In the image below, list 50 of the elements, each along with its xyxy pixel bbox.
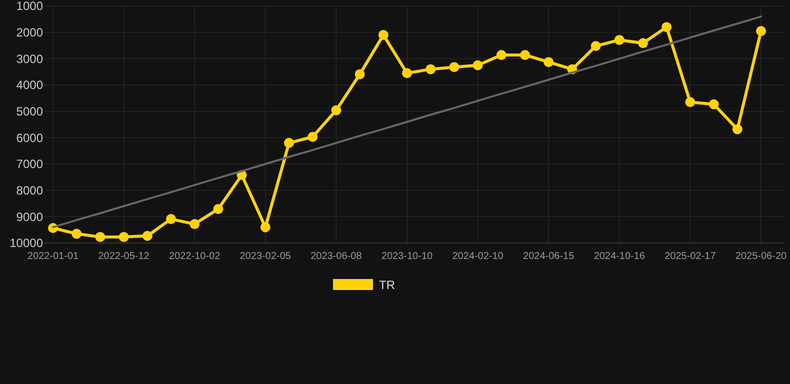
point: [472, 60, 483, 70]
point: [426, 64, 436, 74]
point: [708, 99, 719, 110]
point: [662, 22, 672, 32]
point: [213, 204, 224, 214]
point: [118, 232, 129, 242]
y-tick-label: 6000: [16, 130, 44, 145]
point: [685, 97, 696, 108]
y-tick-label: 8000: [16, 184, 44, 198]
x-tick-label: 2022-05-12: [98, 251, 150, 262]
point: [638, 38, 648, 48]
y-tick-label: 2000: [16, 26, 44, 40]
x-tick-label: 2023-02-05: [240, 251, 292, 262]
y-tick-label: 4000: [16, 78, 44, 92]
point: [614, 34, 624, 45]
x-tick-label: 2023-06-08: [310, 251, 362, 262]
x-tick-label: 2023-10-10: [381, 251, 434, 262]
point: [732, 124, 742, 134]
x-tick-label: 2024-06-15: [523, 251, 575, 262]
point: [166, 214, 176, 224]
point: [756, 26, 766, 36]
y-tick-label: 7000: [16, 157, 44, 172]
x-tick-label: 2025-02-17: [664, 251, 716, 262]
x-tick-label: 2025-06-20: [735, 251, 788, 262]
y-tick-label: 9000: [16, 210, 44, 224]
point: [449, 62, 460, 72]
x-tick-label: 2024-10-16: [594, 251, 646, 262]
x-tick-label: 2022-01-01: [27, 251, 80, 262]
y-tick-label: 10000: [10, 236, 44, 250]
point: [308, 132, 318, 142]
point: [402, 68, 412, 78]
point: [260, 222, 270, 232]
y-tick-label: 3000: [16, 52, 44, 66]
point: [95, 232, 106, 242]
point: [544, 57, 554, 68]
x-tick-label: 2024-02-10: [452, 251, 504, 262]
point: [284, 138, 294, 148]
point: [496, 50, 506, 60]
legend-label: TR: [379, 278, 396, 292]
point: [354, 69, 365, 80]
point: [331, 105, 342, 116]
y-tick-label: 5000: [16, 104, 44, 119]
point: [190, 219, 200, 230]
point: [378, 30, 388, 40]
point: [590, 41, 601, 52]
point: [142, 230, 152, 241]
point: [72, 228, 82, 239]
x-tick-label: 2022-10-02: [169, 251, 221, 262]
y-tick-label: 1000: [16, 0, 44, 14]
point: [520, 50, 530, 60]
